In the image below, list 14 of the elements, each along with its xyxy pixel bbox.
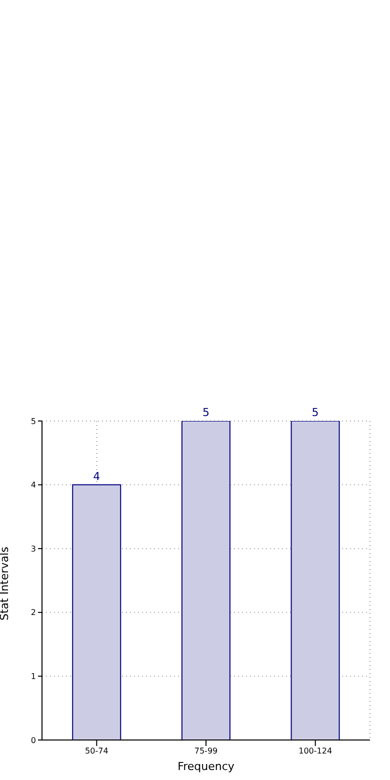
y-tick-label: 5	[30, 416, 36, 426]
y-tick-label: 0	[30, 736, 36, 745]
x-tick-label: 50-74	[85, 746, 108, 756]
data-label: 5	[202, 406, 210, 419]
y-tick-label: 3	[30, 544, 36, 554]
data-label: 4	[93, 470, 100, 483]
x-tick-label: 100-124	[298, 746, 332, 756]
y-axis-title: Stat Intervals	[0, 546, 11, 620]
x-tick-label: 75-99	[194, 746, 218, 756]
data-label: 5	[312, 406, 319, 419]
y-tick-label: 1	[30, 672, 36, 682]
y-tick-label: 2	[30, 608, 36, 618]
y-tick-label: 4	[30, 480, 36, 490]
x-axis-title: Frequency	[178, 760, 235, 773]
